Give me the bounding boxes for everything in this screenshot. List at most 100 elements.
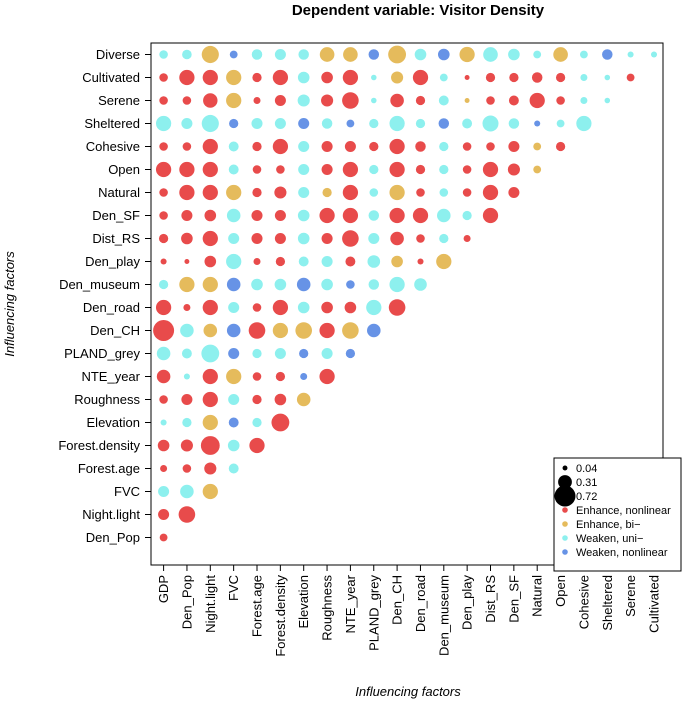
x-tick-label-fvc: FVC (226, 575, 241, 601)
bubble-sheltered-den-play (462, 118, 473, 129)
bubble-dist-rs-roughness (321, 232, 333, 245)
bubble-den-play-den-museum (436, 253, 452, 270)
bubble-serene-roughness (321, 94, 334, 107)
bubble-sheltered-cohesive (576, 115, 592, 132)
legend-color-label-weaken-uni-: Weaken, uni− (576, 533, 643, 545)
y-tick-label-den-sf: Den_SF (92, 208, 140, 223)
bubble-nte-year-night-light (202, 368, 218, 385)
bubble-open-den-museum (439, 164, 449, 175)
bubble-sheltered-open (556, 119, 565, 128)
bubble-serene-elevation (297, 94, 310, 107)
bubble-pland-grey-den-pop (181, 348, 192, 359)
bubble-fvc-night-light (202, 483, 218, 500)
bubble-nte-year-forest-age (252, 372, 262, 381)
bubble-cohesive-forest-density (272, 138, 289, 155)
bubble-den-sf-dist-rs (482, 207, 499, 224)
bubble-cultivated-forest-density (272, 69, 289, 86)
bubble-serene-open (556, 96, 565, 105)
bubble-sheltered-den-museum (438, 118, 450, 129)
x-tick-label-forest-density: Forest.density (273, 575, 288, 657)
bubble-den-play-forest-age (253, 258, 261, 265)
bubble-den-sf-den-ch (389, 207, 405, 224)
bubble-cultivated-pland-grey (371, 74, 377, 81)
bubble-dist-rs-elevation (297, 232, 310, 245)
bubble-roughness-gdp (159, 395, 168, 404)
x-tick-label-den-pop: Den_Pop (179, 575, 194, 629)
bubble-serene-night-light (203, 93, 218, 108)
y-tick-label-pland-grey: PLAND_grey (64, 346, 140, 361)
bubble-den-ch-nte-year (342, 322, 359, 339)
bubble-den-museum-fvc (226, 277, 241, 292)
bubble-forest-age-gdp (160, 465, 168, 472)
bubble-cultivated-den-road (412, 69, 429, 86)
bubble-serene-den-sf (508, 95, 519, 106)
bubble-cultivated-elevation (297, 71, 310, 84)
bubble-open-den-sf (507, 163, 520, 176)
bubble-cohesive-forest-age (252, 141, 262, 152)
legend-color-label-enhance-nonlinear: Enhance, nonlinear (576, 505, 671, 517)
bubble-diverse-den-pop (182, 49, 192, 60)
bubble-natural-den-sf (508, 186, 520, 199)
y-axis: Diverse Cultivated Serene Sheltered Cohesive… (58, 47, 151, 545)
chart-title: Dependent variable: Visitor Density (292, 2, 545, 19)
bubble-dist-rs-pland-grey (368, 232, 380, 245)
bubble-diverse-elevation (298, 49, 309, 60)
bubble-diverse-night-light (201, 45, 219, 64)
bubble-cohesive-gdp (159, 142, 168, 151)
bubble-natural-den-pop (179, 184, 195, 201)
bubble-serene-cohesive (580, 97, 588, 104)
legend-color-symbol-weaken-uni- (562, 535, 568, 541)
bubble-dist-rs-den-ch (390, 231, 404, 246)
bubble-diverse-pland-grey (368, 49, 380, 60)
y-tick-label-dist-rs: Dist_RS (92, 231, 140, 246)
bubble-den-sf-forest-age (251, 209, 263, 222)
bubble-diverse-gdp (159, 50, 168, 59)
bubble-den-play-elevation (298, 256, 309, 267)
bubble-serene-fvc (226, 92, 242, 109)
bubble-cohesive-elevation (298, 140, 310, 153)
bubble-cultivated-serene (626, 73, 635, 82)
bubble-natural-dist-rs (482, 184, 499, 201)
y-tick-label-serene: Serene (98, 93, 140, 108)
y-tick-label-den-museum: Den_museum (59, 277, 140, 292)
bubble-sheltered-den-road (415, 118, 426, 129)
bubble-cohesive-open (555, 141, 566, 152)
bubble-forest-age-fvc (228, 463, 239, 474)
bubble-den-road-forest-age (252, 303, 262, 312)
bubble-natural-forest-age (252, 187, 262, 198)
bubble-open-night-light (202, 161, 218, 178)
bubble-roughness-forest-density (274, 393, 287, 406)
x-tick-label-den-sf: Den_SF (506, 575, 521, 623)
bubble-diverse-fvc (229, 50, 238, 59)
bubble-den-ch-roughness (319, 322, 335, 339)
bubble-pland-grey-forest-density (274, 347, 286, 360)
bubble-pland-grey-night-light (201, 344, 220, 363)
x-tick-label-den-play: Den_play (460, 575, 475, 630)
bubble-den-sf-fvc (226, 208, 241, 223)
bubble-diverse-forest-density (274, 48, 286, 61)
bubble-cultivated-nte-year (342, 69, 359, 86)
bubble-open-dist-rs (482, 161, 499, 178)
bubble-forest-age-night-light (204, 462, 217, 475)
bubble-natural-gdp (159, 188, 168, 197)
bubble-diverse-natural (533, 50, 542, 59)
bubble-den-museum-den-ch (389, 276, 405, 293)
bubble-den-road-forest-density (272, 299, 289, 316)
bubble-serene-forest-age (253, 97, 261, 104)
bubble-open-roughness (321, 163, 333, 176)
x-tick-label-serene: Serene (623, 575, 638, 617)
legend-size-label-0-72: 0.72 (576, 491, 597, 503)
bubble-cultivated-fvc (226, 69, 242, 86)
bubble-serene-natural (529, 92, 545, 109)
bubble-den-sf-pland-grey (368, 210, 380, 221)
bubble-den-ch-pland-grey (367, 323, 381, 338)
bubble-forest-density-den-pop (180, 439, 193, 452)
bubble-sheltered-gdp (155, 115, 172, 132)
bubble-sheltered-elevation (298, 117, 310, 130)
bubble-cohesive-den-museum (439, 141, 449, 152)
legend-color-symbol-enhance-nonlinear (562, 507, 568, 513)
y-tick-label-natural: Natural (98, 185, 140, 200)
bubble-den-play-den-pop (184, 259, 190, 264)
bubble-serene-den-play (464, 98, 470, 103)
bubble-cohesive-den-play (462, 142, 472, 151)
